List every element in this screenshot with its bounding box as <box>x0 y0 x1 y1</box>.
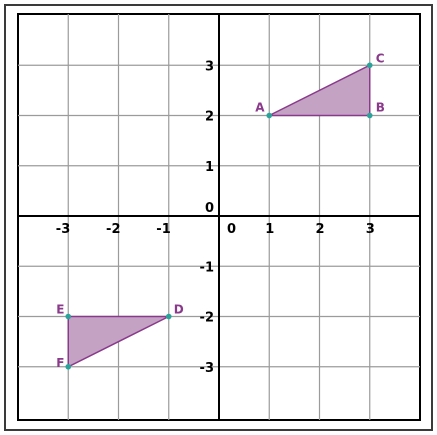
y-tick-label: -3 <box>200 361 214 376</box>
triangles <box>67 64 371 368</box>
vertex-label-d: D <box>174 303 184 317</box>
vertex-label-b: B <box>376 101 385 115</box>
vertex-point-d <box>165 313 172 320</box>
vertex-point-f <box>65 363 72 370</box>
x-tick-label: 2 <box>315 222 324 237</box>
x-tick-label: -3 <box>56 222 70 237</box>
y-tick-label: 2 <box>205 110 214 125</box>
x-tick-label: 3 <box>366 222 375 237</box>
vertex-label-e: E <box>56 303 64 317</box>
vertex-point-b <box>366 112 373 119</box>
y-tick-label: 0 <box>205 201 214 216</box>
outer-frame <box>4 4 433 431</box>
vertex-point-e <box>65 313 72 320</box>
x-tick-label: -2 <box>106 222 120 237</box>
vertex-points: A B C D E F <box>56 51 385 370</box>
y-tick-label: -1 <box>200 260 214 275</box>
x-tick-label: 0 <box>227 222 236 237</box>
axes <box>18 14 420 420</box>
tick-labels: -3 -2 -1 0 1 2 3 3 2 1 0 -1 -2 -3 <box>56 59 375 376</box>
y-tick-label: -2 <box>200 311 214 326</box>
vertex-label-f: F <box>56 356 64 370</box>
vertex-point-a <box>266 112 273 119</box>
y-tick-label: 3 <box>205 59 214 74</box>
triangle-def <box>67 315 170 368</box>
triangle-abc <box>268 64 371 117</box>
x-tick-label: -1 <box>156 222 170 237</box>
vertex-label-a: A <box>255 101 265 115</box>
vertex-point-c <box>366 62 373 69</box>
y-tick-label: 1 <box>205 160 214 175</box>
vertex-label-c: C <box>376 51 385 65</box>
x-tick-label: 1 <box>265 222 274 237</box>
